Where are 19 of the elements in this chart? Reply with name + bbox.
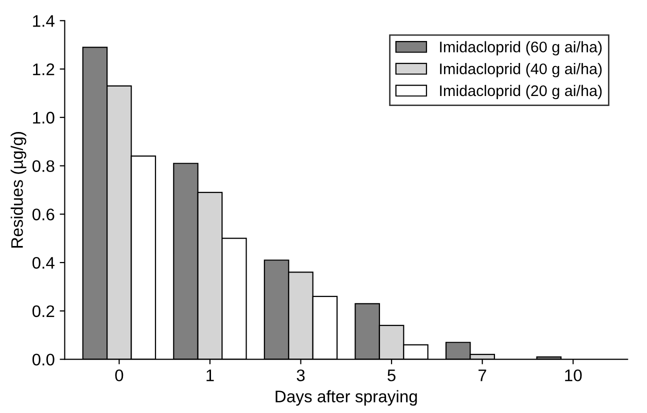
legend-label: Imidacloprid (40 g ai/ha): [440, 63, 602, 78]
x-tick-label: 3: [296, 369, 305, 382]
y-tick-label: 1.0: [33, 112, 54, 124]
x-tick-label: 1: [206, 370, 214, 382]
legend-label: Imidacloprid (20 g ai/ha): [440, 84, 602, 100]
x-axis-title: Days after spraying: [276, 390, 417, 406]
x-tick-label: 0: [115, 369, 124, 382]
x-tick-label: 7: [478, 370, 486, 382]
y-tick-label: 0.2: [32, 305, 54, 318]
y-tick-label: 1.4: [33, 15, 54, 27]
y-axis-title: Residues (µg/g): [10, 132, 26, 248]
y-tick-label: 0.4: [32, 256, 54, 269]
y-tick-label: 0.6: [32, 208, 54, 220]
x-tick-label: 5: [388, 370, 396, 382]
y-tick-label: 0.0: [32, 354, 54, 366]
legend-label: Imidacloprid (60 g ai/ha): [440, 41, 602, 56]
y-tick-label: 1.2: [33, 63, 54, 76]
y-tick-label: 0.8: [32, 160, 54, 172]
x-tick-label: 10: [565, 369, 582, 382]
